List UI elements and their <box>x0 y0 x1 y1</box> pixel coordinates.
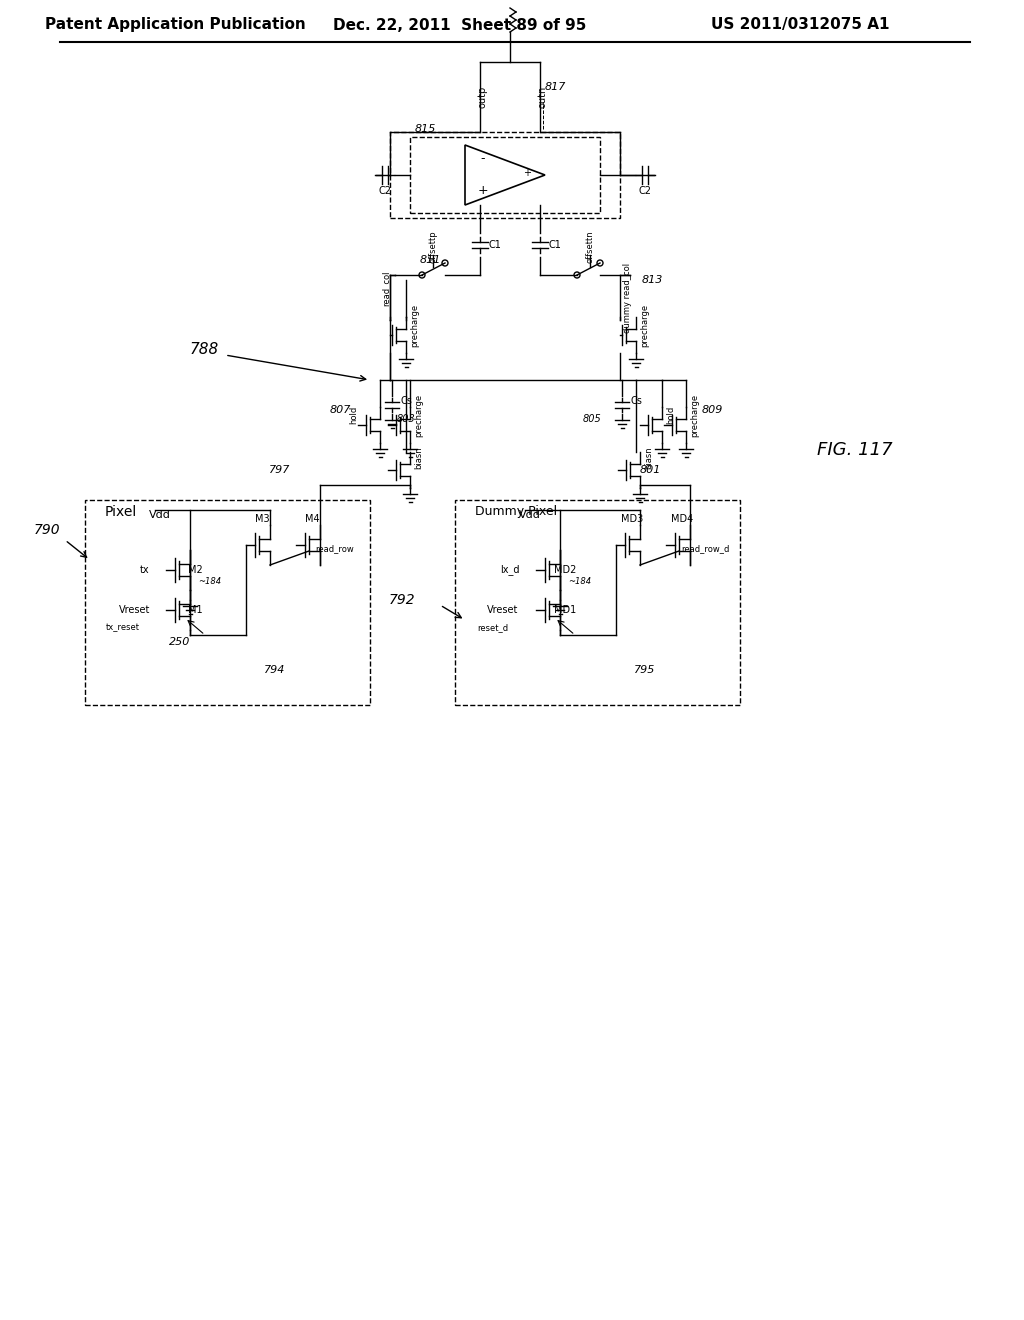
Text: lx_d: lx_d <box>501 565 520 576</box>
Bar <box>85 500 370 705</box>
Text: Cs: Cs <box>400 396 412 407</box>
Text: 811: 811 <box>420 255 441 265</box>
Text: Vreset: Vreset <box>120 605 151 615</box>
Bar <box>390 132 620 218</box>
Text: precharge: precharge <box>414 393 423 437</box>
Text: Cs: Cs <box>630 396 642 407</box>
Text: hold: hold <box>349 405 358 424</box>
Text: outn: outn <box>537 86 547 108</box>
Circle shape <box>597 260 603 267</box>
Text: C1: C1 <box>549 240 561 249</box>
Text: offsettn: offsettn <box>586 231 595 263</box>
Text: dummy read_col: dummy read_col <box>624 263 633 333</box>
Text: 809: 809 <box>701 405 723 414</box>
Text: 797: 797 <box>269 465 291 475</box>
Text: Pixel: Pixel <box>105 506 137 519</box>
Text: 795: 795 <box>634 665 655 675</box>
Circle shape <box>419 272 425 279</box>
Bar <box>410 137 600 213</box>
Text: 815: 815 <box>415 124 436 135</box>
Text: 790: 790 <box>34 523 60 537</box>
Text: 801: 801 <box>639 465 660 475</box>
Text: read_row_d: read_row_d <box>681 544 729 553</box>
Text: M2: M2 <box>187 565 203 576</box>
Bar <box>455 500 740 705</box>
Circle shape <box>574 272 580 279</box>
Text: +: + <box>523 168 531 178</box>
Text: precharge: precharge <box>690 393 699 437</box>
Text: biasn: biasn <box>414 446 423 470</box>
Circle shape <box>442 260 449 267</box>
Text: Patent Application Publication: Patent Application Publication <box>45 17 305 33</box>
Text: C1: C1 <box>488 240 502 249</box>
Text: 792: 792 <box>388 593 415 607</box>
Text: ~184: ~184 <box>199 578 221 586</box>
Text: MD4: MD4 <box>671 513 693 524</box>
Text: Dec. 22, 2011  Sheet 89 of 95: Dec. 22, 2011 Sheet 89 of 95 <box>334 17 587 33</box>
Text: Dummy Pixel: Dummy Pixel <box>475 506 557 519</box>
Text: outp: outp <box>477 86 487 108</box>
Text: MD2: MD2 <box>554 565 577 576</box>
Text: offsettp: offsettp <box>428 231 437 263</box>
Text: biasn: biasn <box>644 446 653 470</box>
Text: Vdd: Vdd <box>150 510 171 520</box>
Text: C2: C2 <box>379 186 391 195</box>
Text: reset_d: reset_d <box>477 623 509 632</box>
Text: ~184: ~184 <box>568 578 592 586</box>
Text: MD3: MD3 <box>621 513 643 524</box>
Text: read_col: read_col <box>382 271 390 306</box>
Text: FIG. 117: FIG. 117 <box>817 441 893 459</box>
Text: 803: 803 <box>396 414 416 424</box>
Text: C2: C2 <box>639 186 651 195</box>
Text: 788: 788 <box>190 342 219 358</box>
Text: 794: 794 <box>264 665 286 675</box>
Text: tx_reset: tx_reset <box>106 623 140 632</box>
Text: hold: hold <box>666 405 675 424</box>
Text: 817: 817 <box>545 82 566 92</box>
Text: 807: 807 <box>330 405 350 414</box>
Text: Vdd: Vdd <box>519 510 541 520</box>
Text: M1: M1 <box>187 605 203 615</box>
Text: -: - <box>480 153 485 165</box>
Text: read_row: read_row <box>315 544 354 553</box>
Text: 805: 805 <box>583 414 601 424</box>
Text: US 2011/0312075 A1: US 2011/0312075 A1 <box>711 17 889 33</box>
Text: Vreset: Vreset <box>487 605 519 615</box>
Text: M3: M3 <box>255 513 269 524</box>
Text: M4: M4 <box>305 513 319 524</box>
Text: precharge: precharge <box>410 304 419 347</box>
Text: 813: 813 <box>642 275 664 285</box>
Text: +: + <box>477 185 488 198</box>
Text: MD1: MD1 <box>554 605 577 615</box>
Text: precharge: precharge <box>640 304 649 347</box>
Text: tx: tx <box>140 565 150 576</box>
Text: 250: 250 <box>169 638 190 647</box>
